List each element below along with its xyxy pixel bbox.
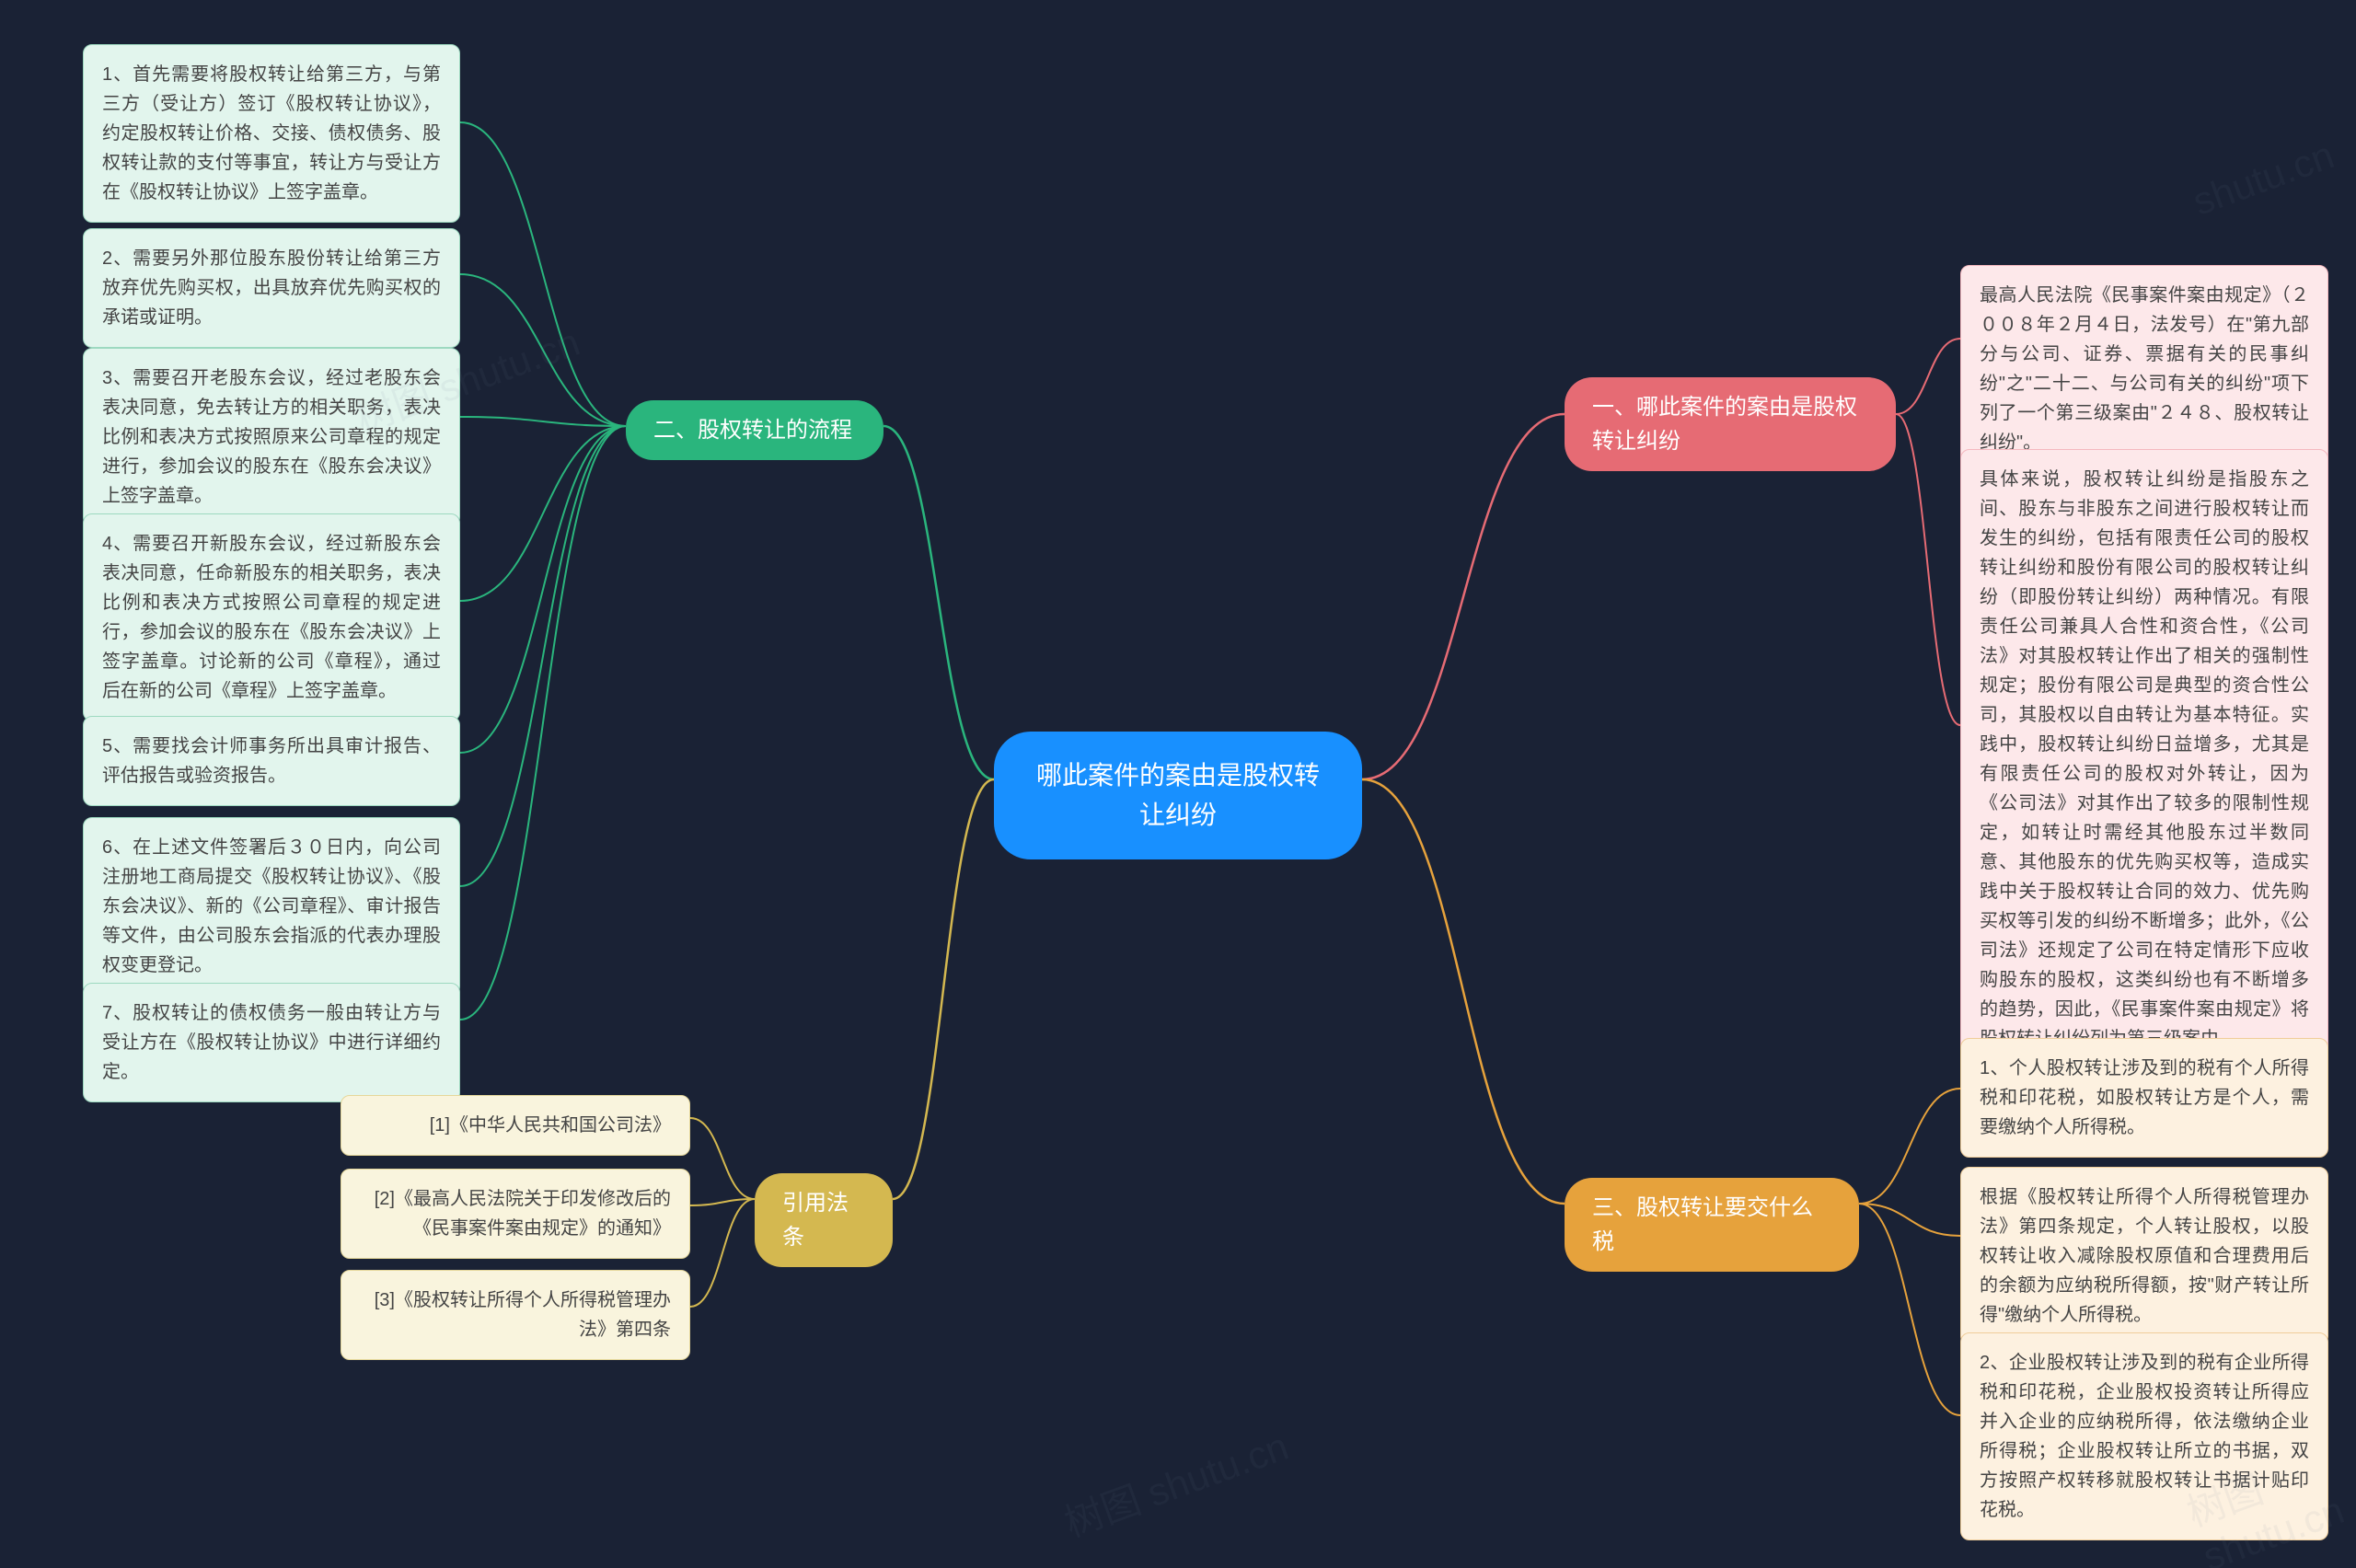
leaf-node: 5、需要找会计师事务所出具审计报告、评估报告或验资报告。: [83, 716, 460, 806]
leaf-node: 3、需要召开老股东会议，经过老股东会表决同意，免去转让方的相关职务，表决比例和表…: [83, 348, 460, 526]
branch-node-b1: 一、哪此案件的案由是股权转让纠纷: [1565, 377, 1896, 471]
branch-node-b3: 三、股权转让要交什么税: [1565, 1178, 1859, 1272]
leaf-node: 4、需要召开新股东会议，经过新股东会表决同意，任命新股东的相关职务，表决比例和表…: [83, 513, 460, 721]
leaf-node: 根据《股权转让所得个人所得税管理办法》第四条规定，个人转让股权，以股权转让收入减…: [1960, 1167, 2328, 1345]
leaf-node: 2、需要另外那位股东股份转让给第三方放弃优先购买权，出具放弃优先购买权的承诺或证…: [83, 228, 460, 348]
leaf-node: 具体来说，股权转让纠纷是指股东之间、股东与非股东之间进行股权转让而发生的纠纷，包…: [1960, 449, 2328, 1069]
watermark: 树图 shutu.cn: [1056, 1415, 1295, 1548]
leaf-node: [1]《中华人民共和国公司法》: [341, 1095, 690, 1156]
leaf-node: 2、企业股权转让涉及到的税有企业所得税和印花税，企业股权投资转让所得应并入企业的…: [1960, 1332, 2328, 1540]
watermark: shutu.cn: [2188, 133, 2340, 224]
leaf-node: 1、首先需要将股权转让给第三方，与第三方（受让方）签订《股权转让协议》，约定股权…: [83, 44, 460, 223]
leaf-node: 1、个人股权转让涉及到的税有个人所得税和印花税，如股权转让方是个人，需要缴纳个人…: [1960, 1038, 2328, 1158]
leaf-node: 6、在上述文件签署后３０日内，向公司注册地工商局提交《股权转让协议》、《股东会决…: [83, 817, 460, 996]
branch-node-b2: 二、股权转让的流程: [626, 400, 884, 460]
center-node: 哪此案件的案由是股权转让纠纷: [994, 732, 1362, 859]
leaf-node: 7、股权转让的债权债务一般由转让方与受让方在《股权转让协议》中进行详细约定。: [83, 983, 460, 1102]
leaf-node: [3]《股权转让所得个人所得税管理办法》第四条: [341, 1270, 690, 1360]
leaf-node: 最高人民法院《民事案件案由规定》（２００８年２月４日，法发号）在"第九部分与公司…: [1960, 265, 2328, 473]
leaf-node: [2]《最高人民法院关于印发修改后的《民事案件案由规定》的通知》: [341, 1169, 690, 1259]
branch-node-b4: 引用法条: [755, 1173, 893, 1267]
